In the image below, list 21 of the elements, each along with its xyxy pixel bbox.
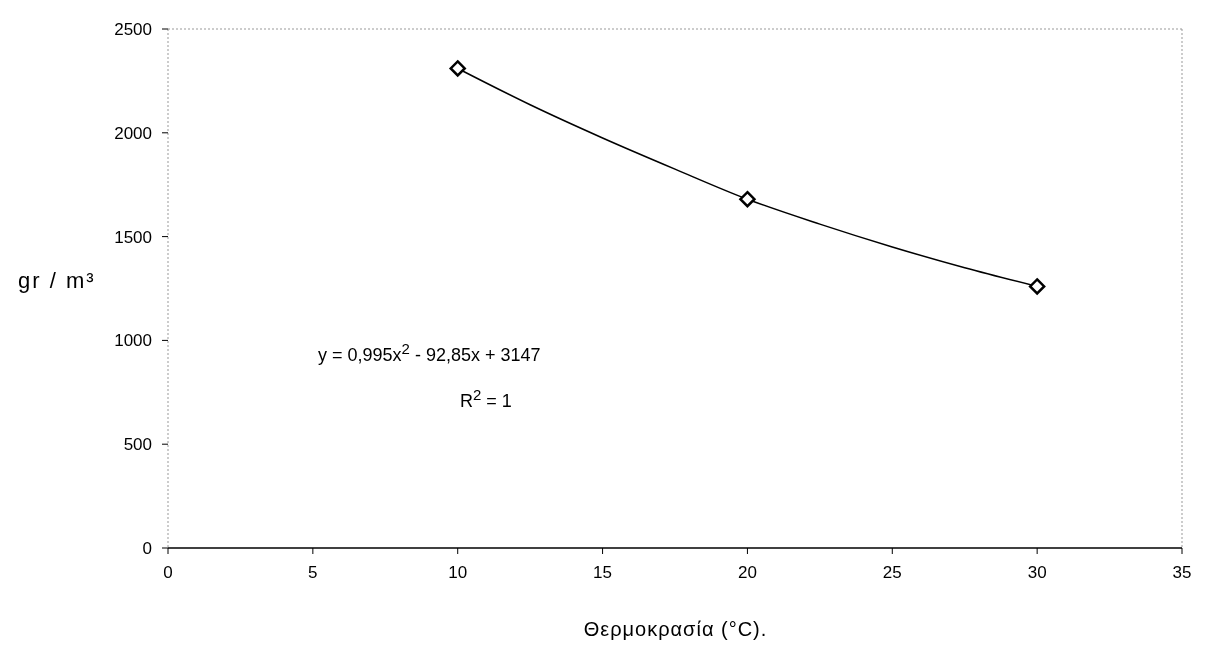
annotation: y = 0,995x$^{2}$ - 92,85x + 3147 xyxy=(318,340,541,366)
x-tick-label: 0 xyxy=(163,563,173,583)
y-tick-label: 1000 xyxy=(114,331,152,351)
x-tick-label: 25 xyxy=(882,563,902,583)
x-tick-label: 35 xyxy=(1172,563,1192,583)
x-tick-label: 5 xyxy=(308,563,318,583)
x-tick-label: 10 xyxy=(448,563,468,583)
x-tick-label: 30 xyxy=(1027,563,1047,583)
point xyxy=(739,190,756,208)
y-tick-label: 500 xyxy=(123,435,152,455)
y-axis-title: gr / m³ xyxy=(18,268,96,294)
y-tick-label: 1500 xyxy=(114,227,152,247)
point xyxy=(1028,278,1046,295)
annotation: R$^{2}$ = 1 xyxy=(460,386,512,412)
x-tick-label: 20 xyxy=(737,563,757,583)
x-tick-label: 15 xyxy=(593,563,613,583)
point xyxy=(449,60,466,77)
x-axis-title: Θερμοκρασία (°C). xyxy=(582,618,769,641)
y-tick-label: 2000 xyxy=(114,123,152,143)
y-tick-label: 0 xyxy=(142,539,152,559)
y-tick-label: 2500 xyxy=(114,20,152,40)
